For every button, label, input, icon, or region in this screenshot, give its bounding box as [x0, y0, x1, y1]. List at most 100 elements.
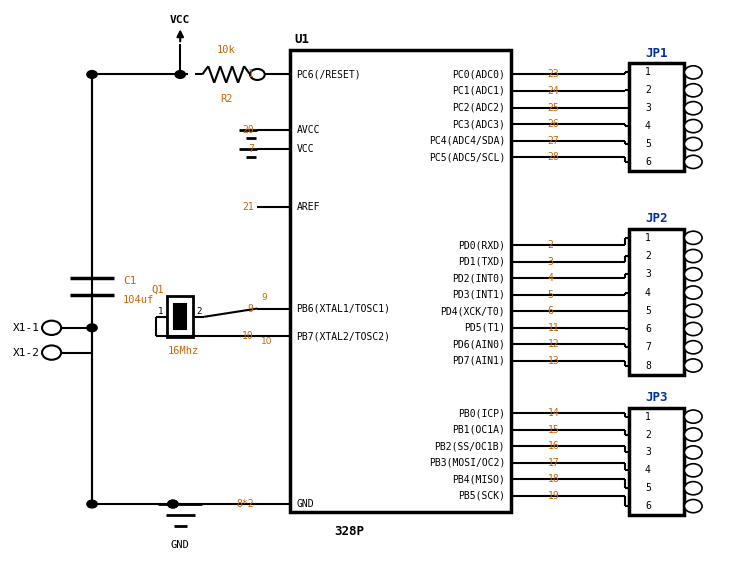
Text: VCC: VCC	[296, 144, 314, 154]
Text: AREF: AREF	[296, 202, 320, 212]
Circle shape	[685, 120, 702, 133]
Text: 6: 6	[548, 306, 554, 316]
Text: 12: 12	[548, 339, 560, 350]
Circle shape	[685, 359, 702, 372]
Text: 6: 6	[645, 157, 651, 167]
Text: 4: 4	[645, 288, 651, 297]
Text: 16: 16	[548, 441, 560, 451]
Circle shape	[685, 464, 702, 477]
Text: PC3(ADC3): PC3(ADC3)	[452, 119, 505, 129]
Text: 7: 7	[645, 342, 651, 352]
Text: 6: 6	[645, 324, 651, 334]
Text: 5: 5	[645, 306, 651, 316]
Circle shape	[685, 341, 702, 354]
Circle shape	[168, 500, 178, 508]
Text: PD1(TXD): PD1(TXD)	[458, 257, 505, 267]
Text: 7: 7	[248, 144, 254, 154]
Text: PD2(INT0): PD2(INT0)	[452, 273, 505, 283]
Bar	[628, 229, 684, 375]
Text: 28: 28	[548, 152, 560, 162]
Text: PD0(RXD): PD0(RXD)	[458, 240, 505, 250]
Text: PD3(INT1): PD3(INT1)	[452, 290, 505, 300]
Text: GND: GND	[171, 540, 190, 550]
Text: 104uf: 104uf	[123, 295, 154, 305]
Text: PC1(ADC1): PC1(ADC1)	[452, 86, 505, 96]
Text: 1: 1	[645, 67, 651, 78]
Text: 3: 3	[645, 269, 651, 279]
Circle shape	[42, 321, 62, 335]
Text: 2: 2	[645, 429, 651, 439]
Circle shape	[685, 268, 702, 281]
Text: 25: 25	[548, 102, 560, 112]
Text: 2: 2	[196, 307, 202, 316]
Text: JP1: JP1	[645, 47, 668, 60]
Text: GND: GND	[296, 499, 314, 509]
Circle shape	[685, 231, 702, 244]
Text: X1-2: X1-2	[13, 348, 40, 357]
Text: 23: 23	[548, 70, 560, 79]
Text: PB0(ICP): PB0(ICP)	[458, 408, 505, 418]
Circle shape	[42, 346, 62, 360]
Text: 21: 21	[242, 202, 254, 212]
Text: U1: U1	[294, 33, 309, 46]
Circle shape	[685, 102, 702, 115]
Circle shape	[175, 71, 185, 78]
Circle shape	[685, 84, 702, 97]
Text: 1: 1	[645, 233, 651, 243]
Circle shape	[685, 323, 702, 336]
Text: JP2: JP2	[645, 212, 668, 225]
Text: 1: 1	[645, 411, 651, 422]
Text: 6: 6	[645, 501, 651, 511]
Text: PB4(MISO): PB4(MISO)	[452, 474, 505, 484]
Text: PD6(AIN0): PD6(AIN0)	[452, 339, 505, 350]
Text: PB5(SCK): PB5(SCK)	[458, 491, 505, 501]
Circle shape	[87, 324, 98, 332]
Bar	[167, 296, 193, 337]
Text: R2: R2	[220, 94, 232, 104]
Circle shape	[685, 137, 702, 151]
Text: 2: 2	[645, 85, 651, 96]
Text: PC4(ADC4/SDA): PC4(ADC4/SDA)	[429, 135, 505, 146]
Text: 4: 4	[548, 273, 554, 283]
Text: PB3(MOSI/OC2): PB3(MOSI/OC2)	[429, 458, 505, 468]
Text: 19: 19	[548, 491, 560, 501]
Text: 10: 10	[261, 337, 272, 346]
Text: 3: 3	[645, 103, 651, 113]
Text: 5: 5	[548, 290, 554, 300]
Text: 2: 2	[645, 251, 651, 261]
Text: 20: 20	[242, 125, 254, 134]
Text: 2: 2	[548, 240, 554, 250]
Circle shape	[685, 446, 702, 459]
Text: 24: 24	[548, 86, 560, 96]
Text: PC5(ADC5/SCL): PC5(ADC5/SCL)	[429, 152, 505, 162]
Text: 15: 15	[548, 425, 560, 434]
Text: 10k: 10k	[217, 45, 236, 55]
Text: 18: 18	[548, 474, 560, 484]
Text: PD4(XCK/T0): PD4(XCK/T0)	[440, 306, 505, 316]
Text: 14: 14	[548, 408, 560, 418]
Text: C1: C1	[123, 276, 136, 286]
Text: 11: 11	[548, 323, 560, 333]
Text: 4: 4	[645, 465, 651, 475]
Text: 26: 26	[548, 119, 560, 129]
Bar	[628, 64, 684, 171]
Text: PD7(AIN1): PD7(AIN1)	[452, 356, 505, 366]
Text: 3: 3	[548, 257, 554, 267]
Circle shape	[685, 286, 702, 299]
Text: 27: 27	[548, 135, 560, 146]
Text: 3: 3	[645, 447, 651, 457]
Text: Q1: Q1	[152, 284, 164, 294]
Circle shape	[685, 304, 702, 318]
Text: 328P: 328P	[334, 525, 364, 538]
Text: 8: 8	[645, 360, 651, 370]
Text: AVCC: AVCC	[296, 125, 320, 134]
Text: 4: 4	[645, 121, 651, 131]
Text: 10: 10	[242, 331, 254, 341]
Text: X1-1: X1-1	[13, 323, 40, 333]
Circle shape	[87, 71, 98, 78]
Text: PC0(ADC0): PC0(ADC0)	[452, 70, 505, 79]
Text: PB2(SS/OC1B): PB2(SS/OC1B)	[434, 441, 505, 451]
Text: PB7(XTAL2/TOSC2): PB7(XTAL2/TOSC2)	[296, 331, 390, 341]
Text: 16Mhz: 16Mhz	[167, 346, 199, 356]
Text: 9: 9	[248, 303, 254, 314]
